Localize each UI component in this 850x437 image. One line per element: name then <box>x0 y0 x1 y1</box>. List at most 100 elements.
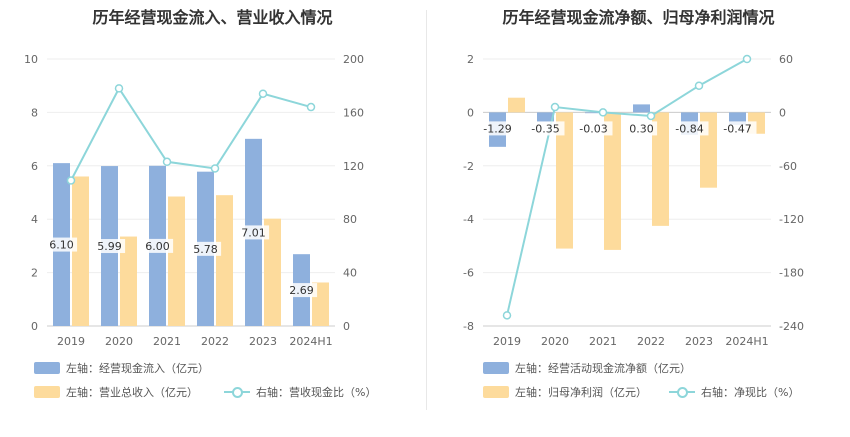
legend-label: 左轴：经营现金流入（亿元） <box>66 362 209 375</box>
data-label-bg <box>670 121 709 136</box>
x-tick-label: 2023 <box>249 335 277 348</box>
data-label-bg <box>189 241 222 256</box>
legend-item-revenue[interactable]: 左轴：营业总收入（亿元） <box>34 384 198 400</box>
line-point <box>210 164 220 173</box>
data-label: 5.78 <box>193 243 218 256</box>
data-label: 0.30 <box>629 122 654 135</box>
x-tick-label: 2021 <box>589 335 617 348</box>
left-chart-svg: 0 2 4 6 8 10 0 40 80 120 160 200 2019 2020 2021 2022 202… <box>24 53 364 348</box>
x-tick-label: 2020 <box>105 335 133 348</box>
line-point <box>162 157 172 167</box>
left-chart-title: 历年经营现金流入、营业收入情况 <box>92 8 333 27</box>
legend-label: 右轴：营收现金比（%） <box>256 386 377 399</box>
data-label-bg <box>625 121 658 136</box>
legend-item-net-profit[interactable]: 左轴：归母净利润（亿元） <box>483 384 647 400</box>
data-label: 5.99 <box>97 240 122 253</box>
line-point <box>598 108 608 117</box>
y-right-tick-label: 0 <box>779 106 786 119</box>
y-right-tick-label: 40 <box>343 267 357 280</box>
y-left-tick-label: 4 <box>31 213 38 226</box>
data-label-bg <box>141 238 174 253</box>
data-label-bg <box>285 283 318 298</box>
y-left-tick-label: 0 <box>467 106 474 119</box>
y-left-tick-label: 2 <box>31 267 38 280</box>
legend-item-cash-inflow[interactable]: 左轴：经营现金流入（亿元） <box>34 360 209 376</box>
legend-item-net-cash-ratio[interactable]: 右轴：净现比（%） <box>669 384 799 400</box>
data-label-bg <box>478 121 517 136</box>
line-point <box>114 84 124 93</box>
x-tick-label: 2024H1 <box>725 335 768 348</box>
y-right-tick-label: -60 <box>779 160 797 173</box>
y-left-tick-label: -4 <box>463 213 474 226</box>
line-series <box>506 58 748 316</box>
y-left-tick-label: 10 <box>24 53 38 66</box>
line-point <box>258 89 268 98</box>
legend-label: 左轴：经营活动现金流净额（亿元） <box>515 362 691 375</box>
x-tick-label: 2022 <box>201 335 229 348</box>
bar-primary <box>537 112 554 122</box>
y-left-tick-label: -6 <box>463 267 474 280</box>
line-point <box>306 102 316 112</box>
data-label-bg <box>237 225 270 240</box>
data-label: -1.29 <box>483 122 511 135</box>
line-point <box>550 102 560 112</box>
x-tick-label: 2019 <box>57 335 85 348</box>
legend-swatch-orange <box>34 386 60 398</box>
y-right-tick-label: 80 <box>343 213 357 226</box>
data-label: 6.10 <box>49 239 74 252</box>
data-label-bg <box>574 121 613 136</box>
data-label-bg <box>526 121 565 136</box>
line-point <box>502 311 512 320</box>
line-point <box>646 111 656 121</box>
bar-secondary <box>168 196 185 326</box>
bar-secondary <box>216 195 233 326</box>
legend-line-marker-icon <box>224 386 250 398</box>
y-left-tick-label: -2 <box>463 160 474 173</box>
data-label: -0.03 <box>579 122 607 135</box>
y-right-tick-label: -180 <box>779 267 804 280</box>
data-label: -0.84 <box>675 122 703 135</box>
bar-secondary <box>556 112 573 249</box>
y-left-tick-label: 6 <box>31 160 38 173</box>
right-chart-title: 历年经营现金流净额、归母净利润情况 <box>502 8 775 27</box>
data-label: -0.47 <box>723 122 751 135</box>
x-tick-label: 2024H1 <box>289 335 332 348</box>
line-point <box>694 81 704 90</box>
bar-secondary <box>264 218 281 326</box>
legend-line-marker-icon <box>669 386 695 398</box>
data-label: 2.69 <box>289 284 314 297</box>
left-chart-panel: 历年经营现金流入、营业收入情况 0 2 4 6 8 10 0 40 80 120 160 200 201… <box>24 8 376 400</box>
legend-item-net-cash[interactable]: 左轴：经营活动现金流净额（亿元） <box>483 360 691 376</box>
y-right-tick-label: 60 <box>779 53 793 66</box>
data-label-bg <box>718 121 757 136</box>
legend-swatch-blue <box>34 362 60 374</box>
data-label: 7.01 <box>241 226 266 239</box>
y-right-tick-label: 160 <box>343 106 364 119</box>
x-tick-label: 2023 <box>685 335 713 348</box>
legend-swatch-orange <box>483 386 509 398</box>
bar-secondary <box>508 97 525 113</box>
bar-secondary <box>72 176 89 326</box>
x-tick-label: 2020 <box>541 335 569 348</box>
y-left-tick-label: 8 <box>31 106 38 119</box>
right-chart-svg: -8 -6 -4 -2 0 2 -240 -180 -120 -60 0 60 2019 2020 2021… <box>463 53 804 348</box>
y-right-tick-label: 120 <box>343 160 364 173</box>
y-left-tick-label: 2 <box>467 53 474 66</box>
x-tick-label: 2022 <box>637 335 665 348</box>
legend-swatch-blue <box>483 362 509 374</box>
legend-label: 右轴：净现比（%） <box>701 386 800 399</box>
bar-secondary <box>652 112 669 226</box>
data-label-bg <box>93 239 126 254</box>
line-point <box>66 176 76 185</box>
legend-label: 左轴：营业总收入（亿元） <box>66 386 198 399</box>
y-left-tick-label: 0 <box>31 320 38 333</box>
line-series <box>70 86 312 181</box>
data-label-bg <box>45 237 78 252</box>
x-tick-label: 2019 <box>493 335 521 348</box>
y-left-tick-label: -8 <box>463 320 474 333</box>
data-label: 6.00 <box>145 240 170 253</box>
legend-item-ratio[interactable]: 右轴：营收现金比（%） <box>224 384 376 400</box>
y-right-tick-label: -240 <box>779 320 804 333</box>
y-right-tick-label: 200 <box>343 53 364 66</box>
bar-primary <box>633 104 650 113</box>
